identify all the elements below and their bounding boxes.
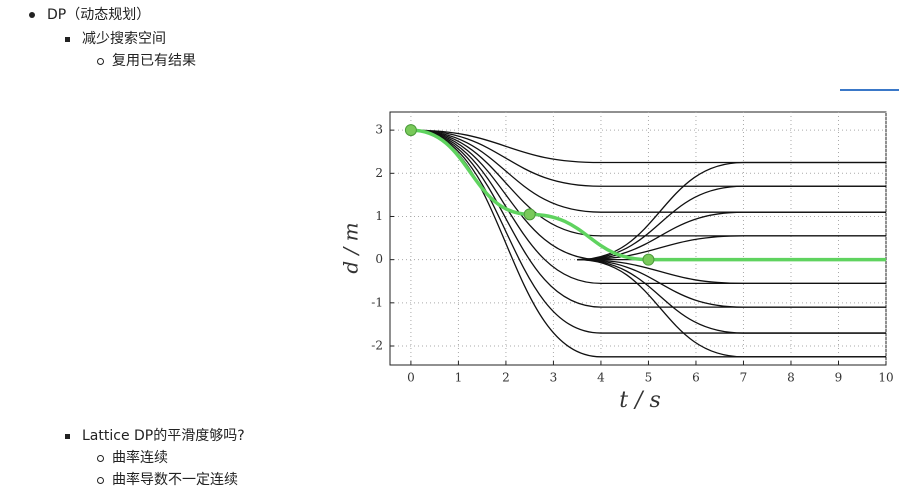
plot-area xyxy=(389,111,887,366)
trajectory xyxy=(577,259,886,285)
waypoint xyxy=(404,124,417,137)
y-tick-label: -1 xyxy=(371,295,383,309)
y-tick-label: 1 xyxy=(375,209,383,223)
outline-item: 复用已有结果 xyxy=(112,53,196,69)
outline-item: DP（动态规划） xyxy=(47,7,151,23)
trajectory xyxy=(577,161,886,261)
x-tick-label: 1 xyxy=(455,371,463,385)
bullet xyxy=(65,434,70,439)
outline-item: 曲率导数不一定连续 xyxy=(112,472,238,488)
waypoint xyxy=(523,208,536,221)
trajectory xyxy=(577,235,886,261)
x-tick-label: 6 xyxy=(692,371,700,385)
x-tick-label: 0 xyxy=(407,371,415,385)
x-tick-label: 3 xyxy=(550,371,558,385)
bullet xyxy=(29,12,35,18)
x-tick-label: 7 xyxy=(740,371,748,385)
waypoint xyxy=(642,253,655,266)
x-tick-label: 10 xyxy=(878,371,893,385)
x-tick-label: 2 xyxy=(502,371,510,385)
trajectory xyxy=(410,128,886,262)
outline-item: 减少搜索空间 xyxy=(82,31,166,47)
trajectory xyxy=(577,185,886,261)
x-tick-label: 4 xyxy=(597,371,605,385)
trajectory xyxy=(577,211,886,261)
y-tick-label: -2 xyxy=(371,339,383,353)
bullet xyxy=(97,58,104,65)
y-tick-label: 3 xyxy=(375,123,383,137)
bullet xyxy=(97,477,104,484)
trajectory xyxy=(577,259,886,308)
y-tick-label: 0 xyxy=(375,252,383,266)
x-axis-label: t / s xyxy=(619,388,661,413)
x-tick-label: 9 xyxy=(835,371,843,385)
outline-item: Lattice DP的平滑度够吗? xyxy=(82,428,245,444)
outline-item: 曲率连续 xyxy=(112,450,168,466)
bullet xyxy=(97,455,104,462)
x-tick-label: 5 xyxy=(645,371,653,385)
trajectory xyxy=(577,259,886,358)
y-tick-label: 2 xyxy=(375,166,383,180)
trajectory xyxy=(577,259,886,334)
bullet xyxy=(65,37,70,42)
x-tick-label: 8 xyxy=(787,371,795,385)
y-axis-label: d / m xyxy=(339,222,363,273)
